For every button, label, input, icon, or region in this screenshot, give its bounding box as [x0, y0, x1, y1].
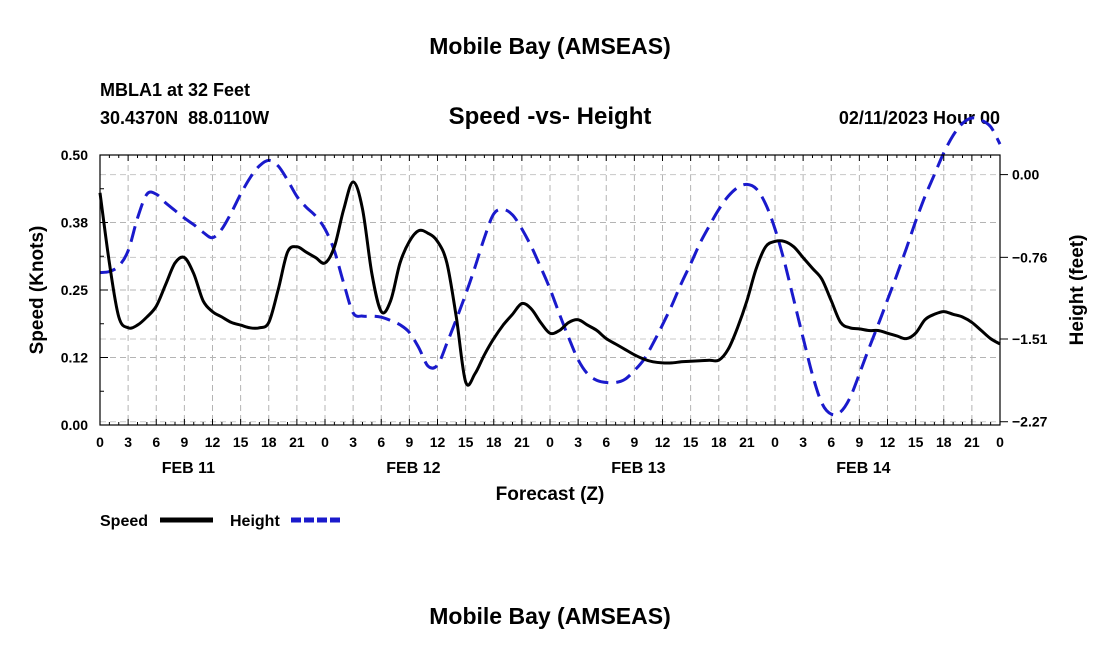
station-label: MBLA1 at 32 Feet — [100, 80, 250, 100]
x-tick-label: 18 — [261, 434, 277, 450]
x-tick-label: 3 — [124, 434, 132, 450]
x-tick-label: 12 — [205, 434, 221, 450]
y2-tick-label: −0.76 — [1012, 249, 1048, 265]
date-label: 02/11/2023 Hour 00 — [839, 108, 1000, 128]
x-tick-label: 6 — [827, 434, 835, 450]
x-tick-label: 6 — [602, 434, 610, 450]
series-height-line — [99, 116, 1002, 417]
y-tick-label: 0.12 — [61, 350, 88, 366]
page-title-top: Mobile Bay (AMSEAS) — [429, 33, 671, 59]
page-title-bottom: Mobile Bay (AMSEAS) — [429, 603, 671, 629]
x-tick-label: 15 — [908, 434, 924, 450]
x-tick-label: 18 — [486, 434, 502, 450]
x-tick-label: 3 — [349, 434, 357, 450]
series-speed-line — [98, 180, 1001, 387]
x-tick-label: 21 — [964, 434, 980, 450]
y-tick-label: 0.00 — [61, 417, 88, 433]
x-tick-label: 21 — [514, 434, 530, 450]
x-tick-label: 9 — [630, 434, 638, 450]
x-tick-label: 15 — [683, 434, 699, 450]
y-axis-title: Speed (Knots) — [27, 226, 48, 355]
grid — [100, 154, 1000, 425]
x-tick-label: 21 — [289, 434, 305, 450]
x-day-label: FEB 12 — [386, 460, 440, 477]
y2-tick-label: 0.00 — [1012, 167, 1039, 183]
y2-axis-title: Height (feet) — [1067, 235, 1088, 346]
legend-label-height: Height — [230, 513, 280, 530]
x-tick-label: 9 — [405, 434, 413, 450]
x-tick-label: 9 — [855, 434, 863, 450]
x-tick-label: 3 — [574, 434, 582, 450]
x-day-label: FEB 13 — [611, 460, 665, 477]
x-tick-label: 6 — [152, 434, 160, 450]
x-day-label: FEB 11 — [162, 460, 215, 477]
x-tick-label: 0 — [96, 434, 104, 450]
x-tick-label: 0 — [546, 434, 554, 450]
legend: Speed Height — [100, 513, 343, 530]
x-tick-label: 12 — [430, 434, 446, 450]
coordinates-label: 30.4370N 88.0110W — [100, 108, 269, 128]
y-tick-label: 0.25 — [61, 282, 88, 298]
x-tick-label: 9 — [180, 434, 188, 450]
y-tick-label: 0.50 — [61, 147, 88, 163]
y2-tick-label: −2.27 — [1012, 414, 1048, 430]
x-tick-label: 0 — [996, 434, 1004, 450]
x-tick-label: 21 — [739, 434, 755, 450]
x-tick-label: 6 — [377, 434, 385, 450]
x-tick-label: 15 — [458, 434, 474, 450]
y-tick-label: 0.38 — [61, 215, 88, 231]
x-tick-label: 12 — [655, 434, 671, 450]
x-axis-title: Forecast (Z) — [496, 484, 605, 505]
x-tick-label: 0 — [771, 434, 779, 450]
x-tick-label: 15 — [233, 434, 249, 450]
axis-ticks: 0 3 6 9 12 15 18 21 0 3 6 9 12 15 18 21 0 3 6 9 12 15 18 21 0 3 6 9… — [61, 147, 1048, 477]
x-day-label: FEB 14 — [836, 460, 890, 477]
chart-title: Speed -vs- Height — [449, 103, 652, 130]
x-tick-label: 0 — [321, 434, 329, 450]
legend-label-speed: Speed — [100, 513, 148, 530]
x-tick-label: 12 — [880, 434, 896, 450]
y2-tick-label: −1.51 — [1012, 331, 1048, 347]
x-tick-label: 18 — [936, 434, 952, 450]
x-tick-label: 3 — [799, 434, 807, 450]
x-tick-label: 18 — [711, 434, 727, 450]
